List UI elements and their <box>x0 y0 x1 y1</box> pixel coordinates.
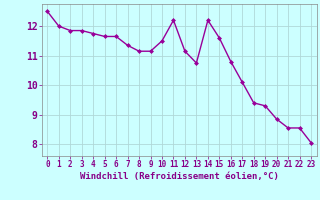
X-axis label: Windchill (Refroidissement éolien,°C): Windchill (Refroidissement éolien,°C) <box>80 172 279 181</box>
